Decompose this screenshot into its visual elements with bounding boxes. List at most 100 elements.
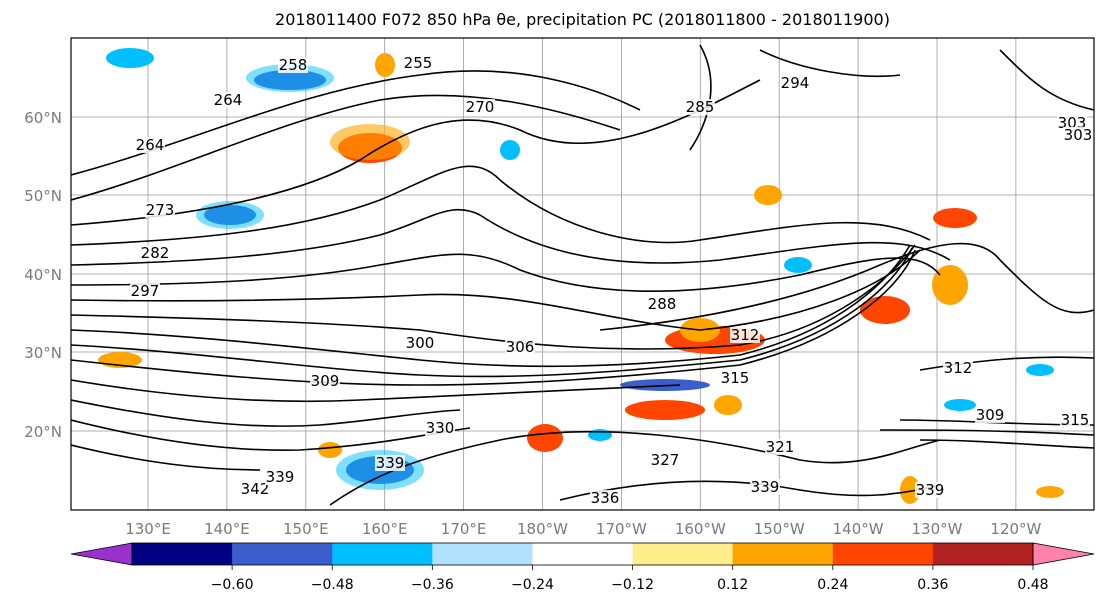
colorbar-tick-label: −0.48	[311, 577, 354, 593]
lat-tick-label: 20°N	[24, 423, 62, 441]
map-frame	[70, 37, 1095, 511]
contour-label: 273	[146, 201, 175, 219]
contour-label-bg	[750, 479, 780, 495]
contour-label-bg	[375, 455, 405, 471]
contour-label: 288	[648, 295, 677, 313]
contour-label: 339	[751, 478, 780, 496]
colorbar-segment	[232, 543, 333, 565]
colorbar-segment	[932, 543, 1034, 565]
contour-label: 264	[214, 91, 243, 109]
contour-label: 339	[376, 454, 405, 472]
lon-tick-label: 130°E	[125, 520, 171, 538]
contour-label-bg	[975, 407, 1005, 423]
contour-label: 303	[1064, 126, 1093, 144]
colorbar-segment	[432, 543, 533, 565]
contour-label-bg	[720, 370, 750, 386]
colorbar-tick-label: −0.12	[611, 577, 654, 593]
colorbar-tick-label: −0.36	[411, 577, 454, 593]
colorbar-segment	[732, 543, 834, 565]
contour-label: 282	[141, 244, 170, 262]
contour-label-bg	[213, 92, 243, 108]
contour-label: 321	[766, 438, 795, 456]
lat-tick-label: 50°N	[24, 187, 62, 205]
lon-tick-label: 140°W	[833, 520, 884, 538]
contour-label-bg	[425, 420, 455, 436]
contour-label: 315	[1061, 411, 1090, 429]
contour-label-bg	[730, 327, 760, 343]
contour-label: 300	[406, 334, 435, 352]
colorbar-segment	[632, 543, 734, 565]
contour-label: 309	[976, 406, 1005, 424]
contour-label: 327	[651, 451, 680, 469]
contour-label-bg	[765, 439, 795, 455]
contour-label: 339	[916, 481, 945, 499]
contour-label: 255	[404, 54, 433, 72]
lon-tick-label: 130°W	[912, 520, 963, 538]
lat-tick-label: 60°N	[24, 109, 62, 127]
contour-label: 312	[944, 359, 973, 377]
contour-label: 312	[731, 326, 760, 344]
contour-label-bg	[278, 57, 308, 73]
lon-tick-label: 180°W	[517, 520, 568, 538]
contour-label: 258	[279, 56, 308, 74]
contour-label: 285	[686, 98, 715, 116]
contour-label-bg	[590, 490, 620, 506]
contour-label-bg	[403, 55, 433, 71]
contour-label-bg	[405, 335, 435, 351]
contour-label-bg	[140, 245, 170, 261]
contour-label-bg	[780, 75, 810, 91]
contour-label-bg	[465, 99, 495, 115]
contour-label: 336	[591, 489, 620, 507]
longitude-labels: 130°E 140°E 150°E 160°E 170°E 180°W 170°W 160°W…	[125, 520, 1041, 538]
lat-tick-label: 40°N	[24, 266, 62, 284]
contour-label-bg	[130, 283, 160, 299]
map-title: 2018011400 F072 850 hPa θe, precipitatio…	[275, 10, 890, 29]
colorbar-tick-label: 0.12	[717, 577, 748, 593]
colorbar-tick-label: 0.24	[817, 577, 848, 593]
colorbar-extend-low	[70, 542, 133, 566]
contour-label: 264	[136, 136, 165, 154]
colorbar-segment	[532, 543, 634, 565]
lon-tick-label: 150°E	[283, 520, 329, 538]
contour-label-bg	[145, 202, 175, 218]
gridlines	[71, 38, 1094, 510]
lon-tick-label: 160°E	[362, 520, 408, 538]
colorbar-tick-label: −0.60	[211, 577, 254, 593]
colorbar-segment	[132, 543, 233, 565]
lon-tick-label: 150°W	[754, 520, 805, 538]
colorbar: −0.60 −0.48 −0.36 −0.24 −0.12 0.12 0.24 0.36 0.4…	[70, 542, 1095, 593]
colorbar-tick-label: 0.36	[917, 577, 948, 593]
contour-label-bg	[135, 137, 165, 153]
contour-label: 297	[131, 282, 160, 300]
contour-label-bg	[310, 373, 340, 389]
contour-label: 306	[506, 338, 535, 356]
contour-labels: 258 255 264 270 285 294 303 264 273 282 297 288 300 3…	[130, 54, 1093, 507]
contour-label-bg	[650, 452, 680, 468]
contour-label-bg	[1063, 127, 1093, 143]
contour-label: 315	[721, 369, 750, 387]
contour-label-bg	[505, 339, 535, 355]
lat-tick-label: 30°N	[24, 344, 62, 362]
contour-label: 270	[466, 98, 495, 116]
contour-label-bg	[647, 296, 677, 312]
lon-tick-label: 170°W	[596, 520, 647, 538]
colorbar-tick-label: 0.48	[1017, 577, 1048, 593]
contour-label-bg	[265, 469, 295, 485]
contour-label-bg	[943, 360, 973, 376]
contour-label-bg	[685, 99, 715, 115]
colorbar-outline	[131, 542, 1034, 566]
theta-e-contours	[71, 44, 1094, 506]
colorbar-extend-high	[1032, 542, 1095, 566]
lon-tick-label: 170°E	[441, 520, 487, 538]
lon-tick-label: 160°W	[675, 520, 726, 538]
colorbar-segment	[832, 543, 934, 565]
colorbar-segment	[332, 543, 433, 565]
contour-label-bg	[915, 482, 945, 498]
contour-label: 342	[241, 480, 270, 498]
contour-label: 309	[311, 372, 340, 390]
lon-tick-label: 140°E	[204, 520, 250, 538]
contour-label: 294	[781, 74, 810, 92]
colorbar-tick-label: −0.24	[511, 577, 554, 593]
contour-label: 339	[266, 468, 295, 486]
